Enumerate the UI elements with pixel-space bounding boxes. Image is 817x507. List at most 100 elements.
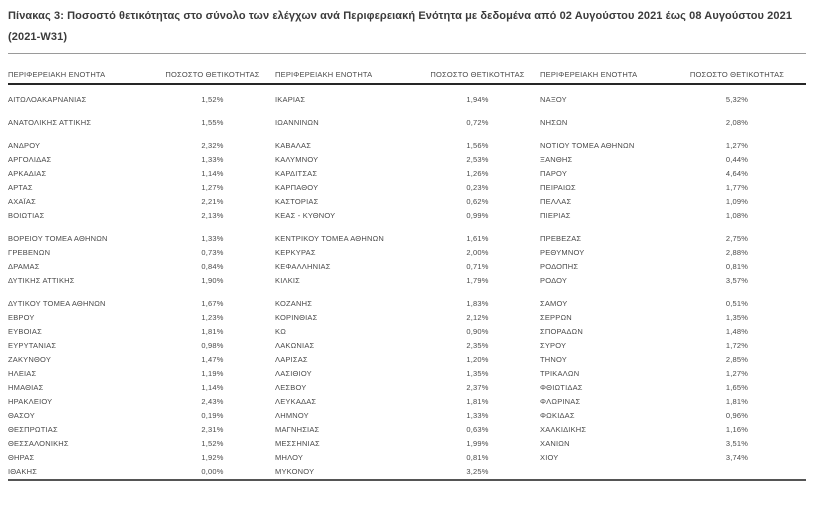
positivity-value: 1,19% (201, 369, 224, 378)
region-name: ΚΟΖΑΝΗΣ (275, 299, 313, 308)
positivity-value: 0,98% (201, 341, 224, 350)
region-name: ΔΡΑΜΑΣ (8, 262, 40, 271)
table-row: ΕΒΡΟΥ 1,23% ΚΟΡΙΝΘΙΑΣ 2,12% ΣΕΡΡΩΝ 1,35% (8, 311, 806, 325)
table-body: ΑΙΤΩΛΟΑΚΑΡΝΑΝΙΑΣ 1,52% ΙΚΑΡΙΑΣ 1,94% ΝΑΞΟΥ 5,… (8, 85, 806, 479)
region-name: ΝΑΞΟΥ (540, 95, 567, 104)
column-header-region-2: ΠΕΡΙΦΕΡΕΙΑΚΗ ΕΝΟΤΗΤΑ (275, 70, 373, 79)
column-header-positivity-2: ΠΟΣΟΣΤΟ ΘΕΤΙΚΟΤΗΤΑΣ (430, 70, 525, 79)
region-name: ΕΒΡΟΥ (8, 313, 35, 322)
row-group: ΔΥΤΙΚΟΥ ΤΟΜΕΑ ΑΘΗΝΩΝ 1,67% ΚΟΖΑΝΗΣ 1,83% ΣΑΜ… (8, 297, 806, 479)
positivity-value: 3,57% (725, 276, 749, 285)
region-name: ΚΕΡΚΥΡΑΣ (275, 248, 316, 257)
positivity-value: 1,27% (725, 141, 749, 150)
positivity-value: 0,44% (725, 155, 749, 164)
positivity-value: 1,47% (201, 355, 224, 364)
positivity-value: 1,81% (725, 397, 749, 406)
row-group: ΒΟΡΕΙΟΥ ΤΟΜΕΑ ΑΘΗΝΩΝ 1,33% ΚΕΝΤΡΙΚΟΥ ΤΟΜΕΑ… (8, 232, 806, 288)
region-name: ΕΥΡΥΤΑΝΙΑΣ (8, 341, 57, 350)
row-group: ΑΝΔΡΟΥ 2,32% ΚΑΒΑΛΑΣ 1,56% ΝΟΤΙΟΥ ΤΟΜΕΑ ΑΘΗΝ… (8, 139, 806, 223)
positivity-value: 0,62% (466, 197, 489, 206)
table-row: ΗΡΑΚΛΕΙΟΥ 2,43% ΛΕΥΚΑΔΑΣ 1,81% ΦΛΩΡΙΝΑΣ 1,81% (8, 395, 806, 409)
table-row: ΘΕΣΣΑΛΟΝΙΚΗΣ 1,52% ΜΕΣΣΗΝΙΑΣ 1,99% ΧΑΝΙΩΝ 3,5… (8, 437, 806, 451)
column-header-positivity-1: ΠΟΣΟΣΤΟ ΘΕΤΙΚΟΤΗΤΑΣ (165, 70, 260, 79)
positivity-value: 1,52% (201, 95, 224, 104)
column-header-region-1: ΠΕΡΙΦΕΡΕΙΑΚΗ ΕΝΟΤΗΤΑ (8, 70, 106, 79)
table-row: ΗΜΑΘΙΑΣ 1,14% ΛΕΣΒΟΥ 2,37% ΦΘΙΩΤΙΔΑΣ 1,65% (8, 381, 806, 395)
positivity-value: 2,85% (725, 355, 749, 364)
region-name: ΘΗΡΑΣ (8, 453, 35, 462)
region-name: ΜΗΛΟΥ (275, 453, 304, 462)
positivity-value: 0,51% (725, 299, 749, 308)
positivity-value: 0,71% (466, 262, 489, 271)
table-row: ΒΟΡΕΙΟΥ ΤΟΜΕΑ ΑΘΗΝΩΝ 1,33% ΚΕΝΤΡΙΚΟΥ ΤΟΜΕΑ… (8, 232, 806, 246)
positivity-value: 0,81% (466, 453, 489, 462)
region-name: ΤΗΝΟΥ (540, 355, 568, 364)
positivity-value: 1,16% (725, 425, 749, 434)
positivity-value: 1,81% (201, 327, 224, 336)
region-name: ΑΡΤΑΣ (8, 183, 33, 192)
positivity-value: 2,31% (201, 425, 224, 434)
region-name: ΙΘΑΚΗΣ (8, 467, 38, 476)
region-name: ΖΑΚΥΝΘΟΥ (8, 355, 52, 364)
positivity-value: 1,26% (466, 169, 489, 178)
region-name: ΑΡΓΟΛΙΔΑΣ (8, 155, 52, 164)
positivity-value: 0,99% (466, 211, 489, 220)
positivity-value: 2,12% (466, 313, 489, 322)
region-name: ΝΟΤΙΟΥ ΤΟΜΕΑ ΑΘΗΝΩΝ (540, 141, 635, 150)
table-row: ΖΑΚΥΝΘΟΥ 1,47% ΛΑΡΙΣΑΣ 1,20% ΤΗΝΟΥ 2,85% (8, 353, 806, 367)
positivity-value: 1,65% (725, 383, 749, 392)
region-name: ΚΑΒΑΛΑΣ (275, 141, 312, 150)
positivity-value: 0,90% (466, 327, 489, 336)
region-name: ΛΑΡΙΣΑΣ (275, 355, 308, 364)
region-name: ΜΥΚΟΝΟΥ (275, 467, 315, 476)
positivity-value: 3,74% (725, 453, 749, 462)
region-name: ΕΥΒΟΙΑΣ (8, 327, 42, 336)
region-name: ΚΑΡΔΙΤΣΑΣ (275, 169, 318, 178)
region-name: ΣΠΟΡΑΔΩΝ (540, 327, 583, 336)
positivity-value: 1,48% (725, 327, 749, 336)
region-name: ΘΑΣΟΥ (8, 411, 35, 420)
table-row: ΗΛΕΙΑΣ 1,19% ΛΑΣΙΘΙΟΥ 1,35% ΤΡΙΚΑΛΩΝ 1,27% (8, 367, 806, 381)
table-row: ΕΥΡΥΤΑΝΙΑΣ 0,98% ΛΑΚΩΝΙΑΣ 2,35% ΣΥΡΟΥ 1,72% (8, 339, 806, 353)
region-name: ΠΕΛΛΑΣ (540, 197, 572, 206)
positivity-value: 1,33% (201, 155, 224, 164)
region-name: ΔΥΤΙΚΟΥ ΤΟΜΕΑ ΑΘΗΝΩΝ (8, 299, 106, 308)
region-name: ΚΩ (275, 327, 287, 336)
region-name: ΘΕΣΠΡΩΤΙΑΣ (8, 425, 58, 434)
table-row: ΑΡΓΟΛΙΔΑΣ 1,33% ΚΑΛΥΜΝΟΥ 2,53% ΞΑΝΘΗΣ 0,44% (8, 153, 806, 167)
table-bottom-rule (8, 479, 806, 481)
region-name: ΑΧΑΪΑΣ (8, 197, 36, 206)
positivity-value: 0,73% (201, 248, 224, 257)
header-separator-rule (8, 83, 806, 85)
region-name: ΚΕΝΤΡΙΚΟΥ ΤΟΜΕΑ ΑΘΗΝΩΝ (275, 234, 384, 243)
region-name: ΚΕΦΑΛΛΗΝΙΑΣ (275, 262, 331, 271)
positivity-value: 1,90% (201, 276, 224, 285)
positivity-table: ΠΕΡΙΦΕΡΕΙΑΚΗ ΕΝΟΤΗΤΑ ΠΟΣΟΣΤΟ ΘΕΤΙΚΟΤΗΤΑΣ… (8, 53, 806, 481)
positivity-value: 1,77% (725, 183, 749, 192)
positivity-value: 3,51% (725, 439, 749, 448)
region-name: ΒΟΡΕΙΟΥ ΤΟΜΕΑ ΑΘΗΝΩΝ (8, 234, 108, 243)
positivity-value: 1,27% (201, 183, 224, 192)
positivity-value: 1,81% (466, 397, 489, 406)
positivity-value: 0,00% (201, 467, 224, 476)
positivity-value: 2,43% (201, 397, 224, 406)
positivity-value: 2,32% (201, 141, 224, 150)
positivity-value: 1,79% (466, 276, 489, 285)
region-name: ΑΝΑΤΟΛΙΚΗΣ ΑΤΤΙΚΗΣ (8, 118, 92, 127)
table-row: ΓΡΕΒΕΝΩΝ 0,73% ΚΕΡΚΥΡΑΣ 2,00% ΡΕΘΥΜΝΟΥ 2,88% (8, 246, 806, 260)
table-row: ΔΥΤΙΚΟΥ ΤΟΜΕΑ ΑΘΗΝΩΝ 1,67% ΚΟΖΑΝΗΣ 1,83% ΣΑΜ… (8, 297, 806, 311)
region-name: ΚΕΑΣ - ΚΥΘΝΟΥ (275, 211, 336, 220)
region-name: ΑΝΔΡΟΥ (8, 141, 41, 150)
positivity-value: 0,19% (201, 411, 224, 420)
table-row: ΕΥΒΟΙΑΣ 1,81% ΚΩ 0,90% ΣΠΟΡΑΔΩΝ 1,48% (8, 325, 806, 339)
positivity-value: 1,92% (201, 453, 224, 462)
region-name: ΛΕΥΚΑΔΑΣ (275, 397, 317, 406)
row-group: ΑΝΑΤΟΛΙΚΗΣ ΑΤΤΙΚΗΣ 1,55% ΙΩΑΝΝΙΝΩΝ 0,72% ΝΗΣ… (8, 116, 806, 130)
positivity-value: 1,14% (201, 383, 224, 392)
table-top-rule (8, 53, 806, 54)
positivity-value: 1,55% (201, 118, 224, 127)
table-row: ΒΟΙΩΤΙΑΣ 2,13% ΚΕΑΣ - ΚΥΘΝΟΥ 0,99% ΠΙΕΡΙΑΣ 1,… (8, 209, 806, 223)
positivity-value: 2,37% (466, 383, 489, 392)
region-name: ΚΟΡΙΝΘΙΑΣ (275, 313, 318, 322)
region-name: ΓΡΕΒΕΝΩΝ (8, 248, 51, 257)
